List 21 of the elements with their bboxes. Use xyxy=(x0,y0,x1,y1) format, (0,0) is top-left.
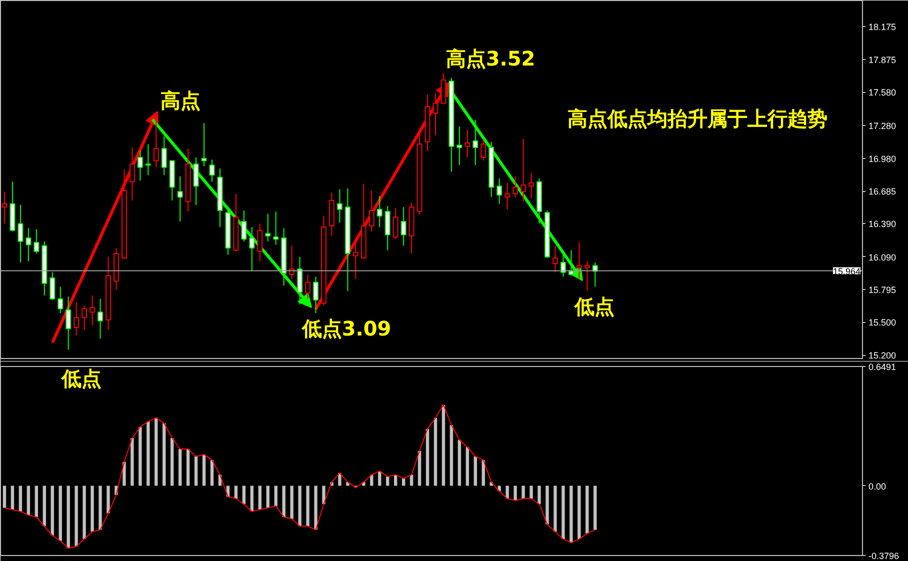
y-tick-label: 17.580 xyxy=(868,88,896,98)
y-tick-label: 16.090 xyxy=(868,252,896,262)
y-tick-label: 15.795 xyxy=(868,284,896,295)
annotation: 低点3.09 xyxy=(300,316,392,340)
annotation: 高点 xyxy=(160,88,200,112)
y-tick-label: 0.00 xyxy=(868,481,886,492)
y-tick-label: 16.685 xyxy=(868,186,896,197)
y-tick-label: 18.175 xyxy=(868,22,896,32)
y-tick-label: -0.3796 xyxy=(868,551,900,561)
annotation: 低点 xyxy=(60,366,102,390)
annotation: 高点低点均抬升属于上行趋势 xyxy=(568,106,828,130)
ref-line-label: 15.964 xyxy=(832,266,861,276)
annotation: 低点 xyxy=(574,294,614,318)
y-tick-label: 17.280 xyxy=(868,120,896,131)
y-tick-label: 16.980 xyxy=(868,154,896,164)
y-tick-label: 15.500 xyxy=(868,318,896,328)
y-tick-label: 17.875 xyxy=(868,55,896,66)
y-tick-label: 16.390 xyxy=(868,219,896,230)
y-tick-label: 0.6491 xyxy=(868,362,896,372)
annotation: 高点3.52 xyxy=(446,46,536,70)
y-tick-label: 15.200 xyxy=(868,350,896,361)
